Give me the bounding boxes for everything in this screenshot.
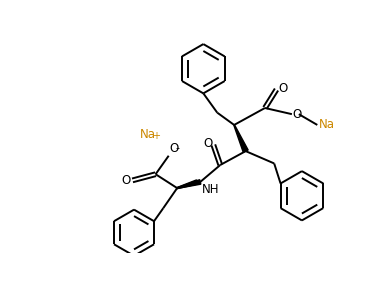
Polygon shape — [234, 125, 248, 152]
Text: -: - — [176, 143, 180, 153]
Text: O: O — [203, 137, 212, 150]
Text: O: O — [122, 174, 131, 187]
Polygon shape — [177, 180, 201, 189]
Polygon shape — [177, 180, 198, 189]
Text: NH: NH — [202, 183, 219, 196]
Text: Na: Na — [140, 128, 156, 141]
Text: O: O — [278, 82, 287, 95]
Text: +: + — [152, 131, 160, 141]
Text: O: O — [170, 142, 179, 155]
Text: O: O — [293, 108, 302, 121]
Text: Na: Na — [319, 118, 335, 131]
